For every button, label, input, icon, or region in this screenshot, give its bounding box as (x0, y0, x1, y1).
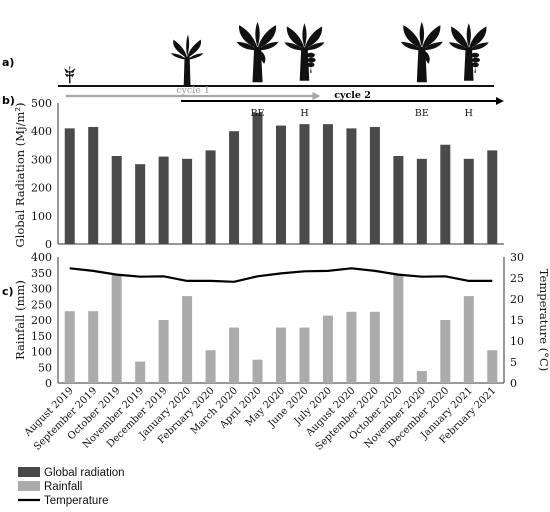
radiation-bar (370, 127, 380, 244)
rainfall-temperature-chart: 0 50 100 150 200 250 300 350 400 0 5 10 15 20 25 30 Au… (13, 251, 550, 453)
radiation-bar (65, 128, 75, 244)
cycle-arrows: cycle 1 cycle 2 (66, 85, 504, 105)
rainfall-bar (417, 371, 427, 383)
radiation-bar (159, 157, 169, 244)
rainfall-y-tick-label: 300 (31, 283, 52, 296)
rainfall-y-tick-label: 50 (38, 361, 52, 374)
panel-label-a: a) (2, 56, 14, 69)
fruiting-banana-plant-icon (449, 23, 489, 81)
radiation-bar (417, 159, 427, 244)
temperature-line (70, 268, 493, 282)
legend-swatch (18, 481, 40, 491)
temperature-y-axis: 0 5 10 15 20 25 30 (504, 251, 524, 390)
plant-stages (64, 22, 489, 86)
legend-swatch (18, 467, 40, 477)
rainfall-bar (253, 360, 263, 383)
radiation-bar (346, 128, 356, 244)
temperature-y-tick-label: 30 (510, 251, 524, 264)
flowering-banana-plant-icon (401, 22, 443, 82)
radiation-y-tick-label: 300 (31, 153, 52, 166)
legend: Global radiation Rainfall Temperature (18, 467, 125, 507)
rainfall-bar (299, 328, 309, 383)
radiation-y-tick-label: 100 (31, 210, 52, 223)
crop-timeline: cycle 1 cycle 2 (58, 22, 504, 105)
stage-label: BE (415, 108, 429, 119)
cycle-label: cycle 1 (176, 85, 210, 96)
rainfall-y-tick-label: 150 (31, 330, 52, 343)
radiation-bar (487, 150, 497, 244)
radiation-y-tick-label: 500 (31, 97, 52, 110)
rainfall-y-tick-label: 350 (31, 267, 52, 280)
temperature-y-tick-label: 0 (510, 377, 517, 390)
rainfall-bars (65, 274, 498, 383)
rainfall-bar (323, 316, 333, 383)
temperature-y-tick-label: 5 (510, 356, 517, 369)
legend-label: Global radiation (44, 467, 125, 479)
rainfall-bar (464, 296, 474, 383)
rainfall-bar (346, 312, 356, 383)
radiation-bar (135, 164, 145, 244)
rainfall-bar (159, 320, 169, 383)
temperature-y-tick-label: 15 (510, 314, 524, 327)
cycle-arrowhead (496, 97, 504, 105)
rainfall-bar (135, 362, 145, 383)
radiation-bar (182, 159, 192, 244)
seedling-icon (64, 67, 75, 84)
rainfall-bar (440, 320, 450, 383)
panel-label-c: c) (2, 285, 14, 298)
rainfall-bar (487, 350, 497, 383)
rainfall-bar (370, 312, 380, 383)
radiation-bar (253, 113, 263, 244)
radiation-bar (393, 156, 403, 244)
temperature-axis-title: Temperature (°C) (537, 269, 550, 372)
radiation-bar (88, 127, 98, 244)
stage-label: BE (251, 108, 265, 119)
radiation-bar (440, 145, 450, 244)
radiation-chart: 0 100 200 300 400 500 BE H BE H Global Radiation… (13, 97, 504, 251)
flowering-banana-plant-icon (237, 22, 279, 82)
radiation-y-axis: 0 100 200 300 400 500 (31, 97, 504, 251)
rainfall-bar (229, 328, 239, 383)
rainfall-bar (393, 274, 403, 383)
radiation-bar (464, 159, 474, 244)
cycle-arrowhead (312, 92, 320, 100)
radiation-bars (65, 113, 498, 244)
temperature-y-tick-label: 20 (510, 293, 524, 306)
temperature-y-tick-label: 10 (510, 335, 524, 348)
rainfall-bar (65, 311, 75, 383)
rainfall-bar (112, 274, 122, 383)
stage-labels: BE H BE H (251, 108, 473, 119)
rainfall-bar (182, 296, 192, 383)
young-banana-plant-icon (171, 35, 203, 86)
legend-label: Rainfall (44, 481, 82, 493)
radiation-bar (276, 126, 286, 244)
temperature-line-group (70, 268, 493, 282)
radiation-y-tick-label: 0 (45, 238, 52, 251)
stage-label: H (465, 108, 473, 119)
temperature-y-tick-label: 25 (510, 272, 524, 285)
rainfall-bar (276, 328, 286, 383)
rainfall-y-tick-label: 0 (45, 377, 52, 390)
stage-label: H (300, 108, 308, 119)
radiation-bar (323, 124, 333, 244)
rainfall-y-tick-label: 100 (31, 346, 52, 359)
rainfall-axis-title: Rainfall (mm) (13, 280, 27, 360)
rainfall-y-tick-label: 200 (31, 314, 52, 327)
radiation-bar (229, 131, 239, 244)
radiation-axis-title: Global Radiation (Mj/m²) (13, 102, 27, 247)
radiation-y-tick-label: 200 (31, 182, 52, 195)
radiation-y-tick-label: 400 (31, 125, 52, 138)
rainfall-y-tick-label: 400 (31, 251, 52, 264)
cycle-label: cycle 2 (334, 90, 371, 101)
rainfall-bar (206, 350, 216, 383)
radiation-bar (112, 156, 122, 244)
rainfall-bar (88, 311, 98, 383)
radiation-bar (299, 124, 309, 244)
legend-label: Temperature (44, 495, 109, 507)
rainfall-y-tick-label: 250 (31, 298, 52, 311)
radiation-bar (206, 150, 216, 244)
fruiting-banana-plant-icon (284, 23, 324, 81)
